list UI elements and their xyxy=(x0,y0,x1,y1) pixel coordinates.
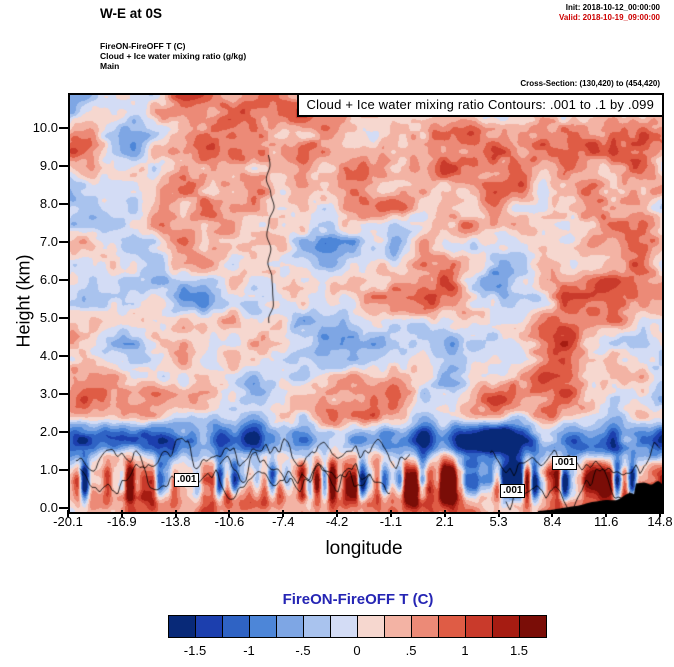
y-tick-mark xyxy=(59,469,68,471)
contour-note-box: Cloud + Ice water mixing ratio Contours:… xyxy=(296,93,664,117)
contour-label: .001 xyxy=(500,484,526,498)
y-tick-label: 2.0 xyxy=(39,424,58,439)
y-tick-label: 9.0 xyxy=(39,158,58,173)
colorbar-cell xyxy=(465,615,493,638)
init-time-label: Init: 2018-10-12_00:00:00 xyxy=(565,3,660,12)
x-tick-label: 11.6 xyxy=(594,514,619,529)
field-line-mixing-ratio: Cloud + Ice water mixing ratio (g/kg) xyxy=(100,51,247,61)
x-tick-label: 8.4 xyxy=(543,514,562,529)
y-tick-mark xyxy=(59,203,68,205)
colorbar-title: FireON-FireOFF T (C) xyxy=(282,591,434,608)
colorbar-cell xyxy=(195,615,223,638)
header-datetime-block: Init: 2018-10-12_00:00:00 Valid: 2018-10… xyxy=(559,3,660,23)
field-line-temperature: FireON-FireOFF T (C) xyxy=(100,41,186,51)
y-tick-mark xyxy=(59,279,68,281)
colorbar-labels: -1.5 -1 -.5 0 .5 1 1.5 xyxy=(0,643,674,659)
y-tick-mark xyxy=(59,393,68,395)
y-tick-mark xyxy=(59,317,68,319)
x-tick-label: -7.4 xyxy=(272,514,295,529)
y-tick-label: 3.0 xyxy=(39,386,58,401)
colorbar-cell xyxy=(330,615,358,638)
colorbar-cell xyxy=(411,615,439,638)
y-tick-mark xyxy=(59,165,68,167)
colorbar-tick-label: 0 xyxy=(353,643,361,658)
x-tick-label: 2.1 xyxy=(435,514,454,529)
y-tick-mark xyxy=(59,127,68,129)
x-tick-label: -16.9 xyxy=(106,514,137,529)
colorbar-cell xyxy=(384,615,412,638)
colorbar-cell xyxy=(492,615,520,638)
colorbar-cell xyxy=(222,615,250,638)
y-tick-mark xyxy=(59,355,68,357)
contour-label: .001 xyxy=(552,456,578,470)
y-tick-mark xyxy=(59,241,68,243)
colorbar xyxy=(168,615,547,638)
cross-section-label: Cross-Section: (130,420) to (454,420) xyxy=(520,79,660,88)
x-tick-label: -13.8 xyxy=(160,514,191,529)
y-tick-label: 0.0 xyxy=(39,500,58,515)
y-tick-mark xyxy=(59,431,68,433)
colorbar-tick-label: 1.5 xyxy=(509,643,529,658)
plot-area: Cloud + Ice water mixing ratio Contours:… xyxy=(68,93,664,514)
x-tick-label: -1.1 xyxy=(379,514,403,529)
colorbar-cell xyxy=(168,615,196,638)
colorbar-tick-label: 1 xyxy=(461,643,469,658)
y-tick-label: 1.0 xyxy=(39,462,58,477)
colorbar-cell xyxy=(357,615,385,638)
x-tick-label: 14.8 xyxy=(647,514,673,529)
field-line-domain: Main xyxy=(100,61,120,71)
valid-time-label: Valid: 2018-10-19_09:00:00 xyxy=(559,13,660,22)
x-tick-label: 5.3 xyxy=(489,514,508,529)
colorbar-tick-label: .5 xyxy=(405,643,417,658)
colorbar-cell xyxy=(519,615,547,638)
contour-label: .001 xyxy=(174,473,200,487)
colorbar-cell xyxy=(303,615,331,638)
x-tick-label: -10.6 xyxy=(214,514,245,529)
colorbar-tick-label: -1 xyxy=(243,643,255,658)
colorbar-cell xyxy=(249,615,277,638)
x-tick-label: -20.1 xyxy=(53,514,83,529)
colorbar-cell xyxy=(438,615,466,638)
x-tick-label: -4.2 xyxy=(325,514,349,529)
y-tick-mark xyxy=(59,507,68,509)
y-tick-label: 10.0 xyxy=(32,120,58,135)
shaded-contour-field xyxy=(70,95,662,512)
page-title: W-E at 0S xyxy=(100,6,162,21)
colorbar-cell xyxy=(276,615,304,638)
colorbar-tick-label: -1.5 xyxy=(183,643,207,658)
x-axis-title: longitude xyxy=(325,538,403,559)
colorbar-tick-label: -.5 xyxy=(295,643,311,658)
field-description-block: FireON-FireOFF T (C) Cloud + Ice water m… xyxy=(100,41,246,71)
y-tick-label: 8.0 xyxy=(39,196,58,211)
y-axis-title: Height (km) xyxy=(13,254,34,348)
